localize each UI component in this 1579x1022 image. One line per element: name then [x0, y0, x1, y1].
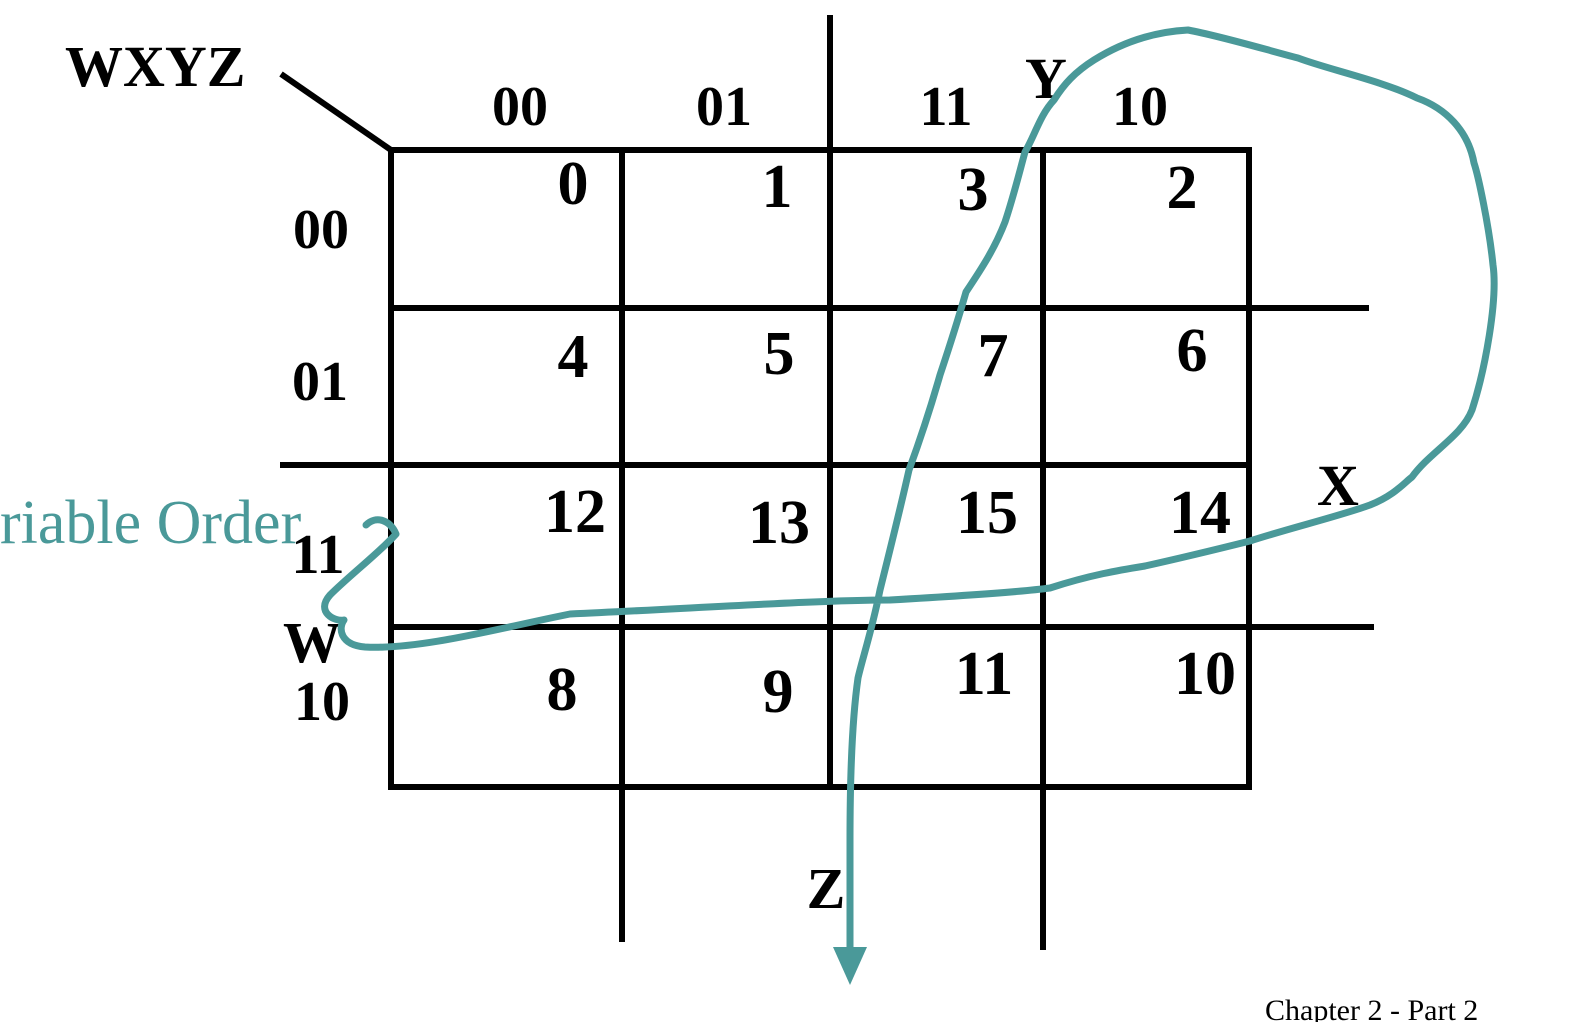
column-code: 00 [492, 76, 548, 138]
minterm-cell: 11 [955, 640, 1014, 708]
row-code: 01 [292, 351, 348, 413]
minterm-cell: 3 [958, 156, 989, 224]
arrow-head-icon [833, 947, 867, 985]
minterm-cell: 5 [764, 320, 795, 388]
row-code: 10 [294, 671, 350, 733]
column-code: 10 [1112, 76, 1168, 138]
minterm-cell: 2 [1167, 154, 1198, 222]
corner-label: WXYZ [65, 34, 245, 99]
minterm-cell: 13 [748, 489, 810, 557]
variable-label-x: X [1317, 453, 1359, 518]
minterm-cell: 7 [978, 322, 1009, 390]
minterm-cell: 15 [956, 479, 1018, 547]
variable-order-label: riable Order [0, 489, 302, 557]
kmap-grid [279, 15, 1374, 950]
kmap-border [388, 147, 1252, 790]
variable-label-z: Z [807, 856, 846, 921]
column-code: 01 [696, 76, 752, 138]
minterm-cell: 0 [558, 150, 589, 218]
minterm-cell: 1 [762, 153, 793, 221]
minterm-cell: 10 [1174, 640, 1236, 708]
minterm-cell: 12 [544, 478, 606, 546]
minterm-cell: 8 [547, 656, 578, 724]
row-code: 11 [292, 524, 345, 586]
variable-order-curve [321, 26, 1498, 954]
minterm-cell: 14 [1169, 479, 1231, 547]
column-code: 11 [920, 76, 973, 138]
footer-label: Chapter 2 - Part 2 [1265, 994, 1478, 1022]
minterm-cell: 6 [1177, 317, 1208, 385]
minterm-cell: 9 [763, 658, 794, 726]
row-code: 00 [293, 199, 349, 261]
corner-diagonal [279, 71, 393, 153]
variable-label-y: Y [1025, 46, 1067, 111]
minterm-cell: 4 [558, 323, 589, 391]
